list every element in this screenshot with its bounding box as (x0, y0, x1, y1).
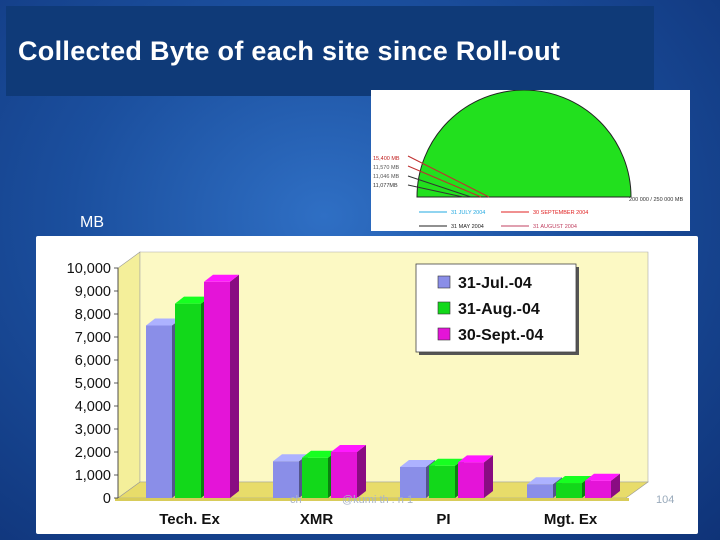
bar-top (458, 455, 493, 463)
x-tick-label: PI (436, 511, 450, 528)
inset-pointer-line (407, 165, 482, 198)
slide-title-bar: Collected Byte of each site since Roll-o… (6, 6, 654, 96)
legend-label: 30-Sept.-04 (458, 327, 543, 344)
bar (302, 457, 328, 498)
legend-swatch (437, 301, 451, 315)
bar-side (484, 455, 493, 498)
y-tick-label: 8,000 (75, 307, 111, 323)
bar-chart-svg: 0 1,000 2,000 3,000 4,000 5,000 6,000 7,000 8,00… (67, 251, 649, 528)
legend-label: 31-Aug.-04 (458, 301, 540, 318)
y-tick-label: 1,000 (75, 468, 111, 484)
bar (175, 303, 201, 498)
y-tick-label: 0 (103, 491, 111, 507)
bar-side (357, 445, 366, 498)
legend-swatch (437, 327, 451, 341)
y-tick-label: 3,000 (75, 422, 111, 438)
legend-swatch (437, 275, 451, 289)
bar-chart-panel: 0 1,000 2,000 3,000 4,000 5,000 6,000 7,000 8,00… (36, 236, 698, 534)
inset-pointer-line (407, 175, 472, 198)
bar-top (146, 318, 181, 326)
inset-label: 15,400 MB (373, 156, 400, 162)
bar-top (204, 274, 239, 282)
y-tick-label: 4,000 (75, 399, 111, 415)
inset-semicircle (416, 90, 632, 198)
x-tick-label: XMR (300, 511, 334, 528)
y-tick-label: 9,000 (75, 284, 111, 300)
inset-pointer-line (407, 184, 464, 198)
bar (429, 465, 455, 498)
bar (146, 325, 172, 498)
chart-floor-edge (115, 498, 629, 501)
y-tick-label: 10,000 (67, 261, 111, 277)
inset-label: 11,570 MB (373, 165, 400, 171)
bar (273, 461, 299, 498)
bar (458, 462, 484, 498)
footer-text-mid: @kumi th . n 1 (342, 494, 414, 506)
inset-pie-chart: 15,400 MB 11,570 MB 11,046 MB 11,077MB 2… (371, 90, 690, 231)
inset-label: 11,077MB (373, 183, 398, 189)
bar-top (400, 459, 435, 467)
y-tick-label: 2,000 (75, 445, 111, 461)
bar (585, 480, 611, 498)
legend-label: 31-Jul.-04 (458, 275, 532, 292)
footer-text-left: ch (290, 494, 302, 506)
inset-chart-svg: 15,400 MB 11,570 MB 11,046 MB 11,077MB 2… (373, 90, 683, 230)
slide-title: Collected Byte of each site since Roll-o… (18, 35, 561, 66)
inset-legend-label: 31 JULY 2004 (451, 210, 485, 216)
inset-label: 11,046 MB (373, 174, 400, 180)
inset-pointer-line (407, 155, 490, 198)
inset-legend: 31 JULY 2004 30 SEPTEMBER 2004 31 MAY 2004… (419, 210, 588, 230)
bar-side (611, 473, 620, 498)
bar-top (556, 476, 591, 484)
page-number: 104 (656, 494, 675, 506)
bar-top (331, 445, 366, 452)
bar (400, 466, 426, 498)
y-tick-label: 5,000 (75, 376, 111, 392)
bar (204, 281, 230, 498)
bar-top (585, 473, 620, 481)
bar-top (429, 458, 464, 466)
inset-legend-label: 31 MAY 2004 (451, 224, 484, 230)
bar-top (273, 454, 308, 462)
x-tick-label: Tech. Ex (159, 511, 220, 528)
bar-side (230, 274, 239, 498)
bar (331, 452, 357, 498)
x-tick-label: Mgt. Ex (544, 511, 598, 528)
inset-label-right: 200 000 / 250 000 MB (629, 197, 683, 203)
bar-top (302, 450, 337, 458)
y-tick-label: 6,000 (75, 353, 111, 369)
inset-legend-label: 30 SEPTEMBER 2004 (533, 210, 588, 216)
inset-legend-label: 31 AUGUST 2004 (533, 224, 577, 230)
bar-top (175, 296, 210, 304)
y-axis-unit-label: MB (80, 214, 104, 231)
bar-top (527, 477, 562, 485)
bar (556, 483, 582, 498)
bar (527, 484, 553, 498)
y-tick-label: 7,000 (75, 330, 111, 346)
chart-side-wall (117, 251, 141, 499)
